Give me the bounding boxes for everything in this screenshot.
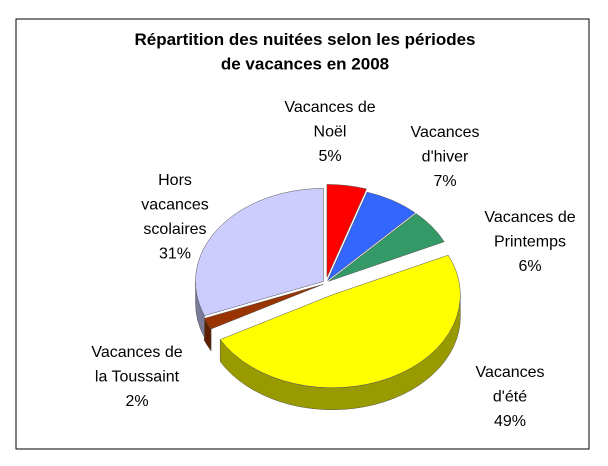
text-line: 6% <box>518 258 541 275</box>
category-label: Vacances d'hiver <box>410 124 479 166</box>
value-label: 5% <box>318 148 341 165</box>
value-label: 7% <box>433 173 456 190</box>
chart-title: Répartition des nuitées selon les périod… <box>134 30 475 74</box>
text-line: Vacances <box>410 124 479 141</box>
text-line: de vacances en 2008 <box>221 55 389 74</box>
slice <box>328 213 445 282</box>
category-label: Vacances de Noël <box>284 99 375 141</box>
text-line: 49% <box>494 413 526 430</box>
text-line: Vacances de <box>484 209 575 226</box>
category-label: Vacances de la Toussaint <box>91 344 182 386</box>
slice <box>326 184 367 278</box>
value-label: 49% <box>494 413 526 430</box>
text-line: 7% <box>433 173 456 190</box>
value-label: 6% <box>518 258 541 275</box>
text-line: scolaires <box>143 221 206 238</box>
slice <box>327 191 416 281</box>
category-label: Vacances de Printemps <box>484 209 575 251</box>
value-label: 31% <box>159 246 191 263</box>
text-line: d'hiver <box>422 149 469 166</box>
category-label: Hors vacances scolaires <box>141 172 209 238</box>
value-label: 2% <box>125 393 148 410</box>
text-line: Printemps <box>494 234 566 251</box>
slice <box>195 188 324 316</box>
text-line: Vacances de <box>284 99 375 116</box>
text-line: vacances <box>141 197 209 214</box>
text-line: 2% <box>125 393 148 410</box>
slice <box>203 283 324 330</box>
text-line: Vacances <box>475 364 544 381</box>
text-line: Vacances de <box>91 344 182 361</box>
slice <box>219 254 461 388</box>
text-line: Répartition des nuitées selon les périod… <box>134 30 475 49</box>
category-label: Vacances d'été <box>475 364 544 406</box>
text-line: 31% <box>159 246 191 263</box>
text-line: d'été <box>493 389 527 406</box>
text-line: la Toussaint <box>95 369 180 386</box>
text-line: Hors <box>158 172 192 189</box>
text-line: 5% <box>318 148 341 165</box>
text-line: Noël <box>314 124 347 141</box>
